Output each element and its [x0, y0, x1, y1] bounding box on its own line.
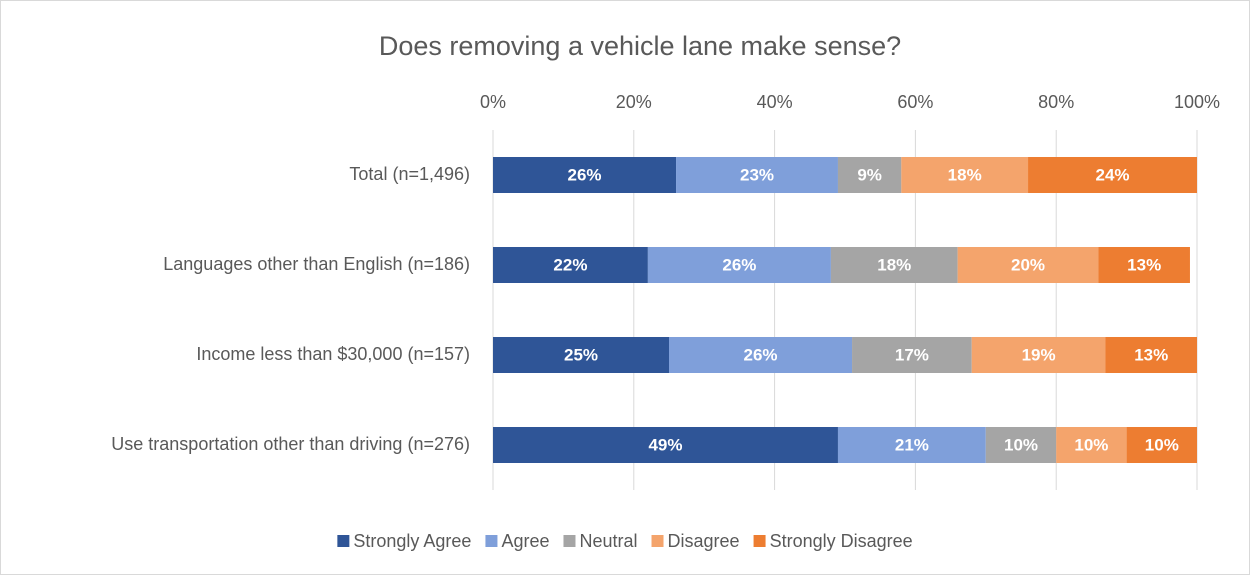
bar-segment — [837, 157, 902, 193]
bar-segment — [493, 247, 648, 283]
data-label: 26% — [722, 255, 756, 274]
bar-segment — [985, 427, 1057, 463]
bar-segment — [676, 157, 838, 193]
data-label: 26% — [744, 345, 778, 364]
bar-segment — [493, 157, 677, 193]
data-label: 24% — [1096, 165, 1130, 184]
data-label: 13% — [1134, 345, 1168, 364]
data-label: 19% — [1022, 345, 1056, 364]
bar-segment — [669, 337, 853, 373]
data-label: 10% — [1004, 435, 1038, 454]
legend-label: Strongly Disagree — [770, 531, 913, 551]
bar-segment — [1098, 247, 1190, 283]
data-label: 18% — [877, 255, 911, 274]
data-label: 17% — [895, 345, 929, 364]
bar-segment — [830, 247, 958, 283]
x-tick-label: 80% — [1038, 92, 1074, 112]
data-label: 22% — [553, 255, 587, 274]
y-tick-label: Income less than $30,000 (n=157) — [196, 344, 470, 364]
x-tick-label: 100% — [1174, 92, 1220, 112]
legend-label: Agree — [501, 531, 549, 551]
data-label: 10% — [1074, 435, 1108, 454]
legend-label: Neutral — [579, 531, 637, 551]
bar-segment — [1105, 337, 1197, 373]
bar-segment — [837, 427, 986, 463]
data-label: 23% — [740, 165, 774, 184]
legend-label: Disagree — [668, 531, 740, 551]
legend-swatch — [753, 535, 766, 547]
legend-swatch — [651, 535, 664, 547]
bar-segment — [1126, 427, 1197, 463]
y-tick-label: Total (n=1,496) — [349, 164, 470, 184]
data-label: 20% — [1011, 255, 1045, 274]
x-tick-label: 20% — [616, 92, 652, 112]
data-label: 21% — [895, 435, 929, 454]
legend-swatch — [337, 535, 350, 547]
legend-label: Strongly Agree — [353, 531, 471, 551]
data-label: 9% — [857, 165, 882, 184]
data-label: 49% — [648, 435, 682, 454]
data-label: 26% — [568, 165, 602, 184]
bar-segment — [1056, 427, 1127, 463]
legend-swatch — [563, 535, 576, 547]
x-tick-label: 0% — [480, 92, 506, 112]
data-label: 25% — [564, 345, 598, 364]
data-label: 18% — [948, 165, 982, 184]
bar-segment — [647, 247, 831, 283]
bar-segment — [971, 337, 1106, 373]
bar-segment — [852, 337, 972, 373]
x-tick-label: 60% — [897, 92, 933, 112]
x-tick-label: 40% — [757, 92, 793, 112]
bar-segment — [493, 427, 838, 463]
data-label: 10% — [1145, 435, 1179, 454]
y-tick-label: Languages other than English (n=186) — [163, 254, 470, 274]
y-tick-label: Use transportation other than driving (n… — [111, 434, 470, 454]
bar-segment — [901, 157, 1029, 193]
chart-title: Does removing a vehicle lane make sense? — [379, 31, 901, 61]
data-label: 13% — [1127, 255, 1161, 274]
bar-segment — [493, 337, 669, 373]
legend-swatch — [485, 535, 498, 547]
bar-segment — [957, 247, 1099, 283]
bar-segment — [1028, 157, 1197, 193]
